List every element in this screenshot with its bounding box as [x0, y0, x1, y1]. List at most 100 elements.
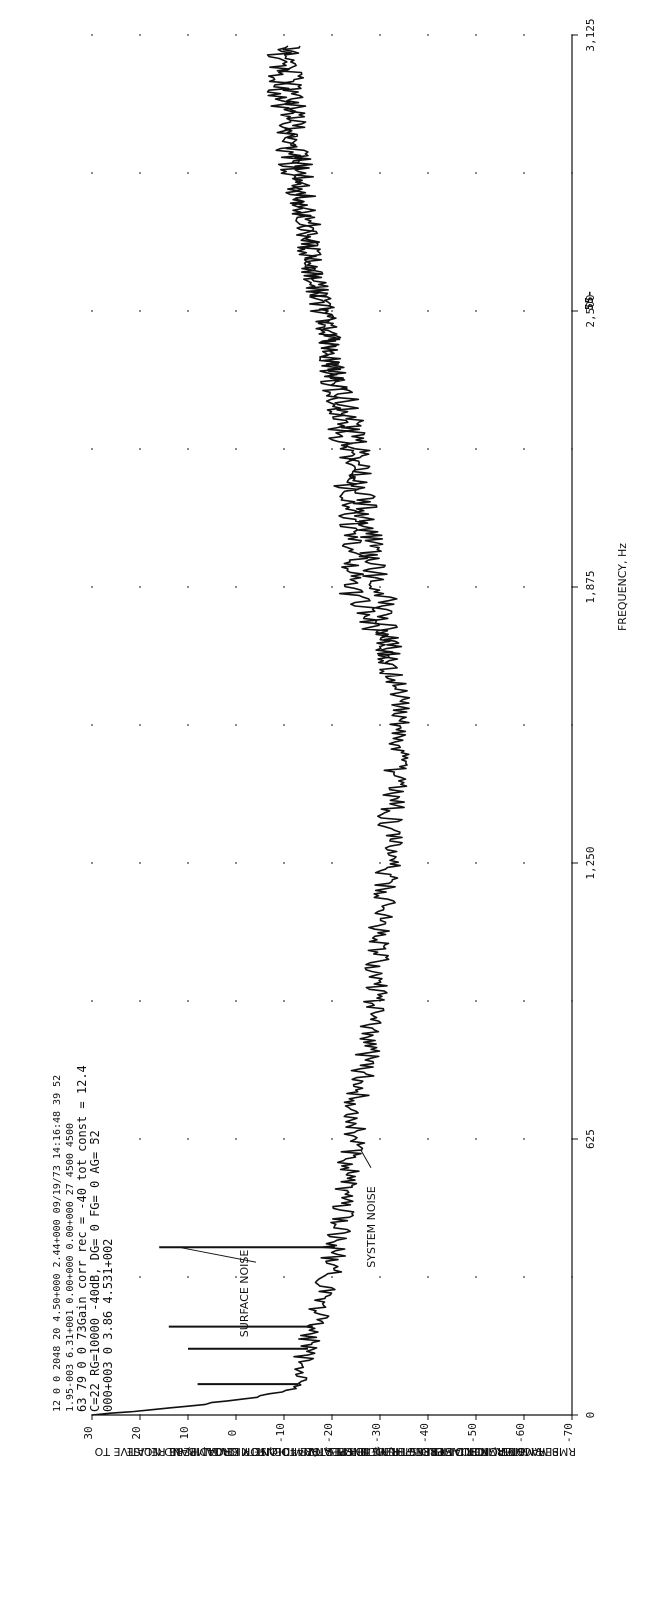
grid-dot	[427, 34, 429, 36]
y-axis-label-line: RMS MAGNETIC FIELD STRENGTH, H, dB RELAT…	[169, 1445, 576, 1458]
grid-dot	[187, 1276, 189, 1278]
system-noise-leader	[360, 1149, 372, 1168]
grid-dot	[139, 586, 141, 588]
grid-dot	[283, 1276, 285, 1278]
grid-dot	[235, 1276, 237, 1278]
grid-dot	[523, 586, 525, 588]
grid-dot	[91, 1000, 93, 1002]
grid-dot	[283, 862, 285, 864]
level-tick-label: -60	[514, 1423, 527, 1443]
level-tick-label: 10	[178, 1426, 191, 1439]
ticks: 0 625 1,250 1,875 2,500 3,125 30 20 10 0 -10 -20 -30…	[82, 18, 597, 1443]
grid-dot	[427, 1138, 429, 1140]
system-noise-label: SYSTEM NOISE	[365, 1186, 378, 1267]
surface-noise-leader	[178, 1246, 257, 1263]
grid-dot	[331, 172, 333, 174]
grid-dot	[379, 172, 381, 174]
grid-dot	[187, 1000, 189, 1002]
grid-dot	[139, 34, 141, 36]
grid-dot	[235, 862, 237, 864]
surface-noise-label: SURFACE NOISE	[238, 1250, 251, 1338]
grid-dot	[475, 1276, 477, 1278]
x-axis-label: FREQUENCY, Hz	[616, 543, 629, 631]
grid-dot	[235, 448, 237, 450]
grid-dot	[235, 310, 237, 312]
level-tick-label: -30	[370, 1423, 383, 1443]
grid-dot	[475, 34, 477, 36]
grid-dot	[91, 586, 93, 588]
grid-dot	[91, 448, 93, 450]
grid-dot	[331, 310, 333, 312]
grid-dot	[187, 172, 189, 174]
grid-dot	[331, 34, 333, 36]
grid-dot	[139, 1138, 141, 1140]
grid	[91, 34, 573, 1416]
level-tick-label: -10	[274, 1423, 287, 1443]
grid-dot	[91, 862, 93, 864]
grid-dot	[523, 448, 525, 450]
grid-dot	[91, 1276, 93, 1278]
frequency-tick-label: 625	[584, 1129, 597, 1149]
grid-dot	[139, 724, 141, 726]
grid-dot	[523, 34, 525, 36]
level-tick-label: 20	[130, 1426, 143, 1439]
header-block: 12 0 0 2048 20 4.50+000 2.44+000 09/19/7…	[52, 1065, 115, 1412]
y-axis-label-line: PER METER, FOR DISCRETE FREQUENCIES, OR	[304, 1445, 559, 1458]
header-line: 1.95-003 6.31+001 0.00+000 0.00+000 27 4…	[65, 1123, 76, 1412]
grid-dot	[379, 34, 381, 36]
grid-dot	[427, 586, 429, 588]
page-marker: 55-	[583, 290, 596, 310]
grid-dot	[331, 448, 333, 450]
frequency-tick-label: 3,125	[584, 18, 597, 51]
grid-dot	[475, 1138, 477, 1140]
grid-dot	[331, 586, 333, 588]
page-marker-text: 55-	[583, 290, 596, 310]
grid-dot	[235, 34, 237, 36]
grid-dot	[187, 724, 189, 726]
grid-dot	[523, 1276, 525, 1278]
grid-dot	[283, 448, 285, 450]
grid-dot	[187, 862, 189, 864]
level-tick-label: 30	[82, 1426, 95, 1439]
grid-dot	[427, 448, 429, 450]
level-tick-label: -40	[418, 1423, 431, 1443]
grid-dot	[283, 310, 285, 312]
grid-dot	[379, 724, 381, 726]
grid-dot	[139, 448, 141, 450]
grid-dot	[475, 586, 477, 588]
header-line: 63 79 0 0 73Gain corr rec = -40 tot cons…	[75, 1065, 89, 1412]
grid-dot	[235, 1138, 237, 1140]
series-lines	[92, 45, 411, 1416]
frequency-tick-label: 2,500	[584, 294, 597, 327]
series-line-1	[92, 45, 411, 1416]
grid-dot	[475, 448, 477, 450]
grid-dot	[91, 310, 93, 312]
grid-dot	[283, 724, 285, 726]
grid-dot	[187, 310, 189, 312]
grid-dot	[379, 310, 381, 312]
grid-dot	[187, 586, 189, 588]
grid-dot	[523, 1000, 525, 1002]
grid-dot	[475, 724, 477, 726]
y-axis-label-line: RMS MAGNETIC-FIELD-STRENGTH SPECTRUM DEN…	[94, 1445, 542, 1458]
level-tick-label: -50	[466, 1423, 479, 1443]
header-line: 000+003 0 3.86 4.531+002	[101, 1239, 115, 1412]
frequency-tick-label: 1,250	[584, 846, 597, 879]
grid-dot	[523, 310, 525, 312]
grid-dot	[331, 862, 333, 864]
y-axis-label-line: ONE MICROAMPERE-PER-METER PER √2.44 Hz, …	[127, 1445, 525, 1458]
grid-dot	[139, 310, 141, 312]
grid-dot	[379, 586, 381, 588]
grid-dot	[427, 1276, 429, 1278]
header-line: C=22 RG=10000 -40dB, DG= 0 FG= 0 AG= 52	[88, 1130, 102, 1412]
grid-dot	[187, 34, 189, 36]
grid-dot	[283, 34, 285, 36]
grid-dot	[91, 172, 93, 174]
grid-dot	[427, 172, 429, 174]
grid-dot	[475, 310, 477, 312]
grid-dot	[235, 1000, 237, 1002]
grid-dot	[475, 172, 477, 174]
series-line-2	[276, 45, 403, 666]
grid-dot	[91, 34, 93, 36]
